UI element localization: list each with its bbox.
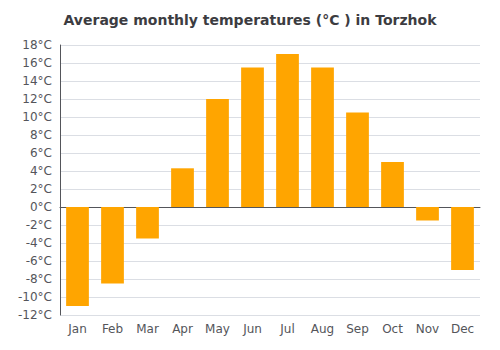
svg-text:Feb: Feb bbox=[102, 322, 123, 336]
svg-text:-8°C: -8°C bbox=[26, 272, 52, 286]
svg-text:14°C: 14°C bbox=[22, 74, 52, 88]
svg-text:0°C: 0°C bbox=[30, 200, 52, 214]
svg-text:10°C: 10°C bbox=[22, 110, 52, 124]
svg-text:Mar: Mar bbox=[136, 322, 159, 336]
svg-text:-6°C: -6°C bbox=[26, 254, 52, 268]
svg-text:Aug: Aug bbox=[311, 322, 334, 336]
svg-text:-2°C: -2°C bbox=[26, 218, 52, 232]
svg-text:Dec: Dec bbox=[451, 322, 474, 336]
svg-text:2°C: 2°C bbox=[30, 182, 52, 196]
svg-text:Average monthly temperatures (: Average monthly temperatures (°C ) in To… bbox=[64, 12, 438, 28]
svg-text:8°C: 8°C bbox=[30, 128, 52, 142]
svg-text:Jul: Jul bbox=[279, 322, 294, 336]
svg-text:12°C: 12°C bbox=[22, 92, 52, 106]
svg-text:Nov: Nov bbox=[416, 322, 439, 336]
svg-text:-12°C: -12°C bbox=[18, 308, 52, 322]
svg-text:Sep: Sep bbox=[346, 322, 369, 336]
svg-text:6°C: 6°C bbox=[30, 146, 52, 160]
svg-text:18°C: 18°C bbox=[22, 38, 52, 52]
svg-text:16°C: 16°C bbox=[22, 56, 52, 70]
svg-text:-10°C: -10°C bbox=[18, 290, 52, 304]
svg-text:-4°C: -4°C bbox=[26, 236, 52, 250]
svg-text:Apr: Apr bbox=[172, 322, 193, 336]
svg-text:Oct: Oct bbox=[382, 322, 403, 336]
svg-text:Jan: Jan bbox=[67, 322, 87, 336]
svg-text:May: May bbox=[205, 322, 230, 336]
svg-text:4°C: 4°C bbox=[30, 164, 52, 178]
svg-text:Jun: Jun bbox=[242, 322, 262, 336]
